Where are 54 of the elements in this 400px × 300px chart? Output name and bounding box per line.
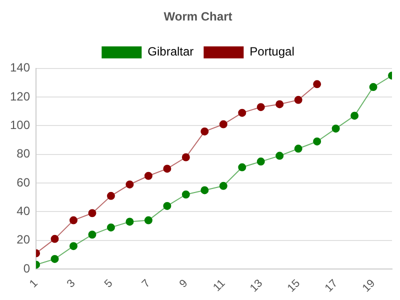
y-tick-label: 0 (23, 261, 30, 276)
point (182, 153, 190, 162)
legend-label: Portugal (250, 44, 294, 59)
point (50, 254, 59, 263)
y-tick-label: 120 (10, 89, 30, 104)
point (238, 108, 246, 117)
point (126, 218, 134, 226)
point (69, 242, 78, 250)
point (126, 180, 134, 188)
point (332, 124, 340, 133)
point (144, 216, 152, 224)
x-tick-label: 19 (360, 277, 378, 295)
legend-label: Gibraltar (148, 44, 194, 59)
point (200, 186, 209, 194)
point (88, 230, 96, 239)
point (369, 83, 378, 92)
point (276, 152, 284, 160)
y-tick-label: 60 (16, 175, 30, 190)
x-tick-label: 17 (322, 277, 340, 295)
point (219, 120, 228, 128)
x-tick-label: 15 (285, 277, 303, 295)
point (256, 158, 265, 166)
point (88, 209, 96, 218)
point (106, 223, 115, 232)
point (106, 192, 115, 200)
point (50, 234, 59, 243)
x-tick-label: 7 (140, 277, 153, 290)
point (182, 190, 190, 198)
point (238, 163, 246, 172)
chart-title: Worm Chart (164, 10, 232, 24)
x-tick-label: 9 (177, 277, 190, 290)
point (69, 216, 78, 224)
point (294, 144, 302, 153)
point (144, 172, 152, 180)
x-tick-label: 13 (248, 277, 266, 295)
x-tick-label: 11 (211, 277, 228, 294)
y-tick-label: 100 (10, 118, 30, 132)
point (276, 100, 284, 108)
x-tick-label: 3 (64, 277, 78, 290)
point (163, 164, 172, 173)
point (313, 80, 322, 88)
point (256, 103, 265, 112)
point (219, 182, 228, 190)
y-tick-label: 40 (16, 204, 30, 218)
point (313, 137, 322, 146)
y-tick-label: 140 (10, 60, 30, 75)
point (200, 127, 209, 136)
x-tick-label: 1 (27, 277, 40, 290)
point (294, 96, 302, 104)
point (163, 202, 172, 210)
point (350, 112, 359, 120)
y-tick-label: 20 (16, 232, 30, 247)
x-tick-label: 5 (102, 277, 116, 290)
y-tick-label: 80 (16, 146, 30, 161)
